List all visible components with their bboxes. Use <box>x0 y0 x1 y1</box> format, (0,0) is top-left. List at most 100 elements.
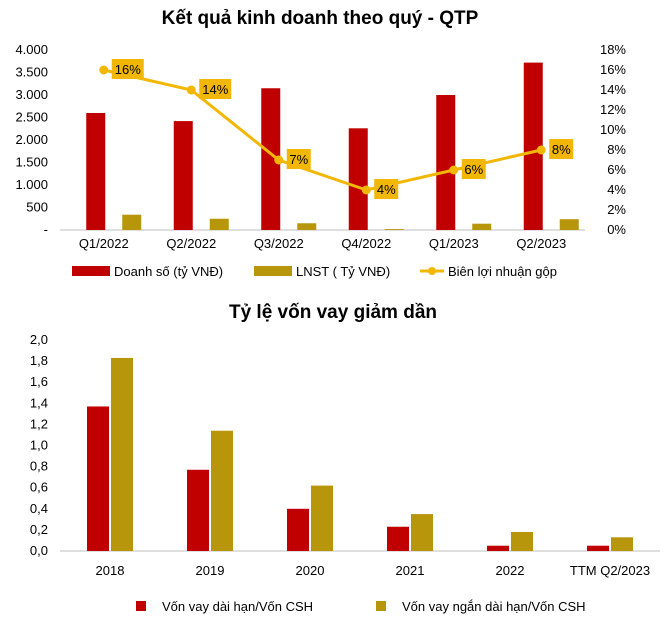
chart1-y-right-tick: 16% <box>600 62 626 77</box>
chart1-y-right-tick: 10% <box>600 122 626 137</box>
chart1-bar-doanh-so <box>173 121 193 230</box>
chart2-x-tick: 2020 <box>296 563 325 578</box>
chart2-bar-dai-han <box>587 545 609 551</box>
chart1-data-label-box <box>199 79 232 99</box>
chart1-bar-doanh-so <box>86 113 106 230</box>
chart1-y-left-tick: 3.500 <box>15 65 48 80</box>
chart2-y-tick: 0,6 <box>30 480 48 495</box>
chart1-x-tick: Q1/2023 <box>429 236 479 251</box>
chart2-plot: 0,0 0,2 0,4 0,6 0,8 1,0 1,2 1,4 1,6 1,8 2,0 2018 201… <box>30 332 660 578</box>
chart1-line-point <box>536 145 546 155</box>
chart1-legend-label: LNST ( Tỷ VNĐ) <box>296 264 390 279</box>
chart1-y-right-tick: 18% <box>600 42 626 57</box>
chart1-line-point <box>274 155 284 165</box>
chart1-y-left-tick: - <box>44 222 48 237</box>
chart1-x-tick: Q4/2022 <box>341 236 391 251</box>
chart2-x-tick: 2019 <box>196 563 225 578</box>
chart1-y-left-tick: 4.000 <box>15 42 48 57</box>
chart1-y-left-tick: 500 <box>26 200 48 215</box>
chart1-bar-lnst <box>472 223 492 230</box>
chart1-line-point <box>449 165 459 175</box>
chart2-y-tick: 1,0 <box>30 438 48 453</box>
chart1-bar-lnst <box>559 219 579 230</box>
chart1-title: Kết quả kinh doanh theo quý - QTP <box>162 8 479 29</box>
chart1-data-label: 8% <box>552 142 571 157</box>
chart1-data-label-box <box>286 149 311 169</box>
chart1-data-label-box <box>374 179 399 199</box>
chart2-y-tick: 1,4 <box>30 395 48 410</box>
chart1-data-label-box <box>461 159 486 179</box>
chart1-bar-doanh-so <box>523 62 543 230</box>
chart1-y-right-tick: 4% <box>607 182 626 197</box>
chart1-legend: Doanh số (tỷ VNĐ) LNST ( Tỷ VNĐ) Biên lợi … <box>72 264 557 279</box>
chart2-bar-ngan-dai-han <box>411 514 433 551</box>
chart1-legend-swatch <box>72 266 110 276</box>
chart2-y-tick: 0,2 <box>30 522 48 537</box>
chart2-y-tick: 2,0 <box>30 332 48 347</box>
chart2-x-tick: 2021 <box>396 563 425 578</box>
chart1-bar-doanh-so <box>436 95 456 230</box>
chart1-data-label: 7% <box>289 152 308 167</box>
chart2-x-tick: TTM Q2/2023 <box>570 563 650 578</box>
chart1-y-left-tick: 3.000 <box>15 87 48 102</box>
chart2-legend: Vốn vay dài hạn/Vốn CSH Vốn vay ngắn dài … <box>136 599 586 614</box>
chart1-bar-lnst <box>122 214 142 230</box>
chart1-y-right-tick: 14% <box>600 82 626 97</box>
chart1-data-label: 16% <box>115 62 141 77</box>
chart1-data-label-box <box>111 59 144 79</box>
chart2-title: Tỷ lệ vốn vay giảm dần <box>229 302 437 323</box>
chart2-y-tick: 1,2 <box>30 416 48 431</box>
chart1-plot: - 500 1.000 1.500 2.000 2.500 3.000 3.500 4.000 0… <box>15 42 626 251</box>
chart1-y-left-tick: 1.500 <box>15 155 48 170</box>
chart2-bar-dai-han <box>187 469 209 551</box>
chart1-y-right-tick: 8% <box>607 142 626 157</box>
chart2-y-tick: 0,4 <box>30 501 48 516</box>
chart1-bar-lnst <box>209 218 229 230</box>
chart2-x-tick: 2022 <box>496 563 525 578</box>
chart2-legend-label: Vốn vay dài hạn/Vốn CSH <box>162 599 313 614</box>
chart1-x-tick: Q1/2022 <box>79 236 129 251</box>
chart2-y-tick: 1,8 <box>30 353 48 368</box>
chart1-legend-label: Biên lợi nhuận gộp <box>448 264 557 279</box>
chart1-legend-label: Doanh số (tỷ VNĐ) <box>114 264 223 279</box>
chart1-x-tick: Q2/2022 <box>166 236 216 251</box>
chart1-bar-lnst <box>297 223 317 230</box>
chart2-bar-ngan-dai-han <box>111 357 133 551</box>
chart2-legend-swatch <box>376 601 386 611</box>
chart2-legend-swatch <box>136 601 146 611</box>
chart2-legend-label: Vốn vay ngắn dài hạn/Vốn CSH <box>402 599 586 614</box>
chart1-bar-doanh-so <box>261 88 281 230</box>
chart1-line-point <box>186 85 196 95</box>
chart1-y-left-tick: 1.000 <box>15 177 48 192</box>
chart1-line-point <box>361 185 371 195</box>
chart1-bar-doanh-so <box>348 128 368 230</box>
chart2-bar-ngan-dai-han <box>611 537 633 551</box>
chart2-bar-dai-han <box>87 406 109 551</box>
chart2-y-tick: 1,6 <box>30 374 48 389</box>
chart1-line-point <box>99 65 109 75</box>
chart2-x-tick: 2018 <box>96 563 125 578</box>
chart1-x-tick: Q2/2023 <box>516 236 566 251</box>
chart2-y-tick: 0,0 <box>30 543 48 558</box>
chart2-bar-dai-han <box>387 526 409 551</box>
chart2-bar-dai-han <box>487 545 509 551</box>
chart1-data-label: 14% <box>202 82 228 97</box>
chart1-bar-lnst <box>384 229 404 230</box>
chart2-bar-ngan-dai-han <box>311 485 333 551</box>
chart1-data-label: 4% <box>377 182 396 197</box>
chart1-data-label: 6% <box>464 162 483 177</box>
chart1-y-left-tick: 2.000 <box>15 132 48 147</box>
chart1-y-right-tick: 6% <box>607 162 626 177</box>
chart1-legend-marker <box>428 267 436 275</box>
chart2-y-tick: 0,8 <box>30 459 48 474</box>
chart2-bar-ngan-dai-han <box>211 430 233 551</box>
chart2-bar-ngan-dai-han <box>511 532 533 551</box>
chart2-bar-dai-han <box>287 508 309 551</box>
chart1-y-left-tick: 2.500 <box>15 110 48 125</box>
chart1-y-right-tick: 2% <box>607 202 626 217</box>
chart1-y-right-tick: 0% <box>607 222 626 237</box>
chart1-x-tick: Q3/2022 <box>254 236 304 251</box>
chart1-legend-swatch <box>254 266 292 276</box>
chart1-y-right-tick: 12% <box>600 102 626 117</box>
